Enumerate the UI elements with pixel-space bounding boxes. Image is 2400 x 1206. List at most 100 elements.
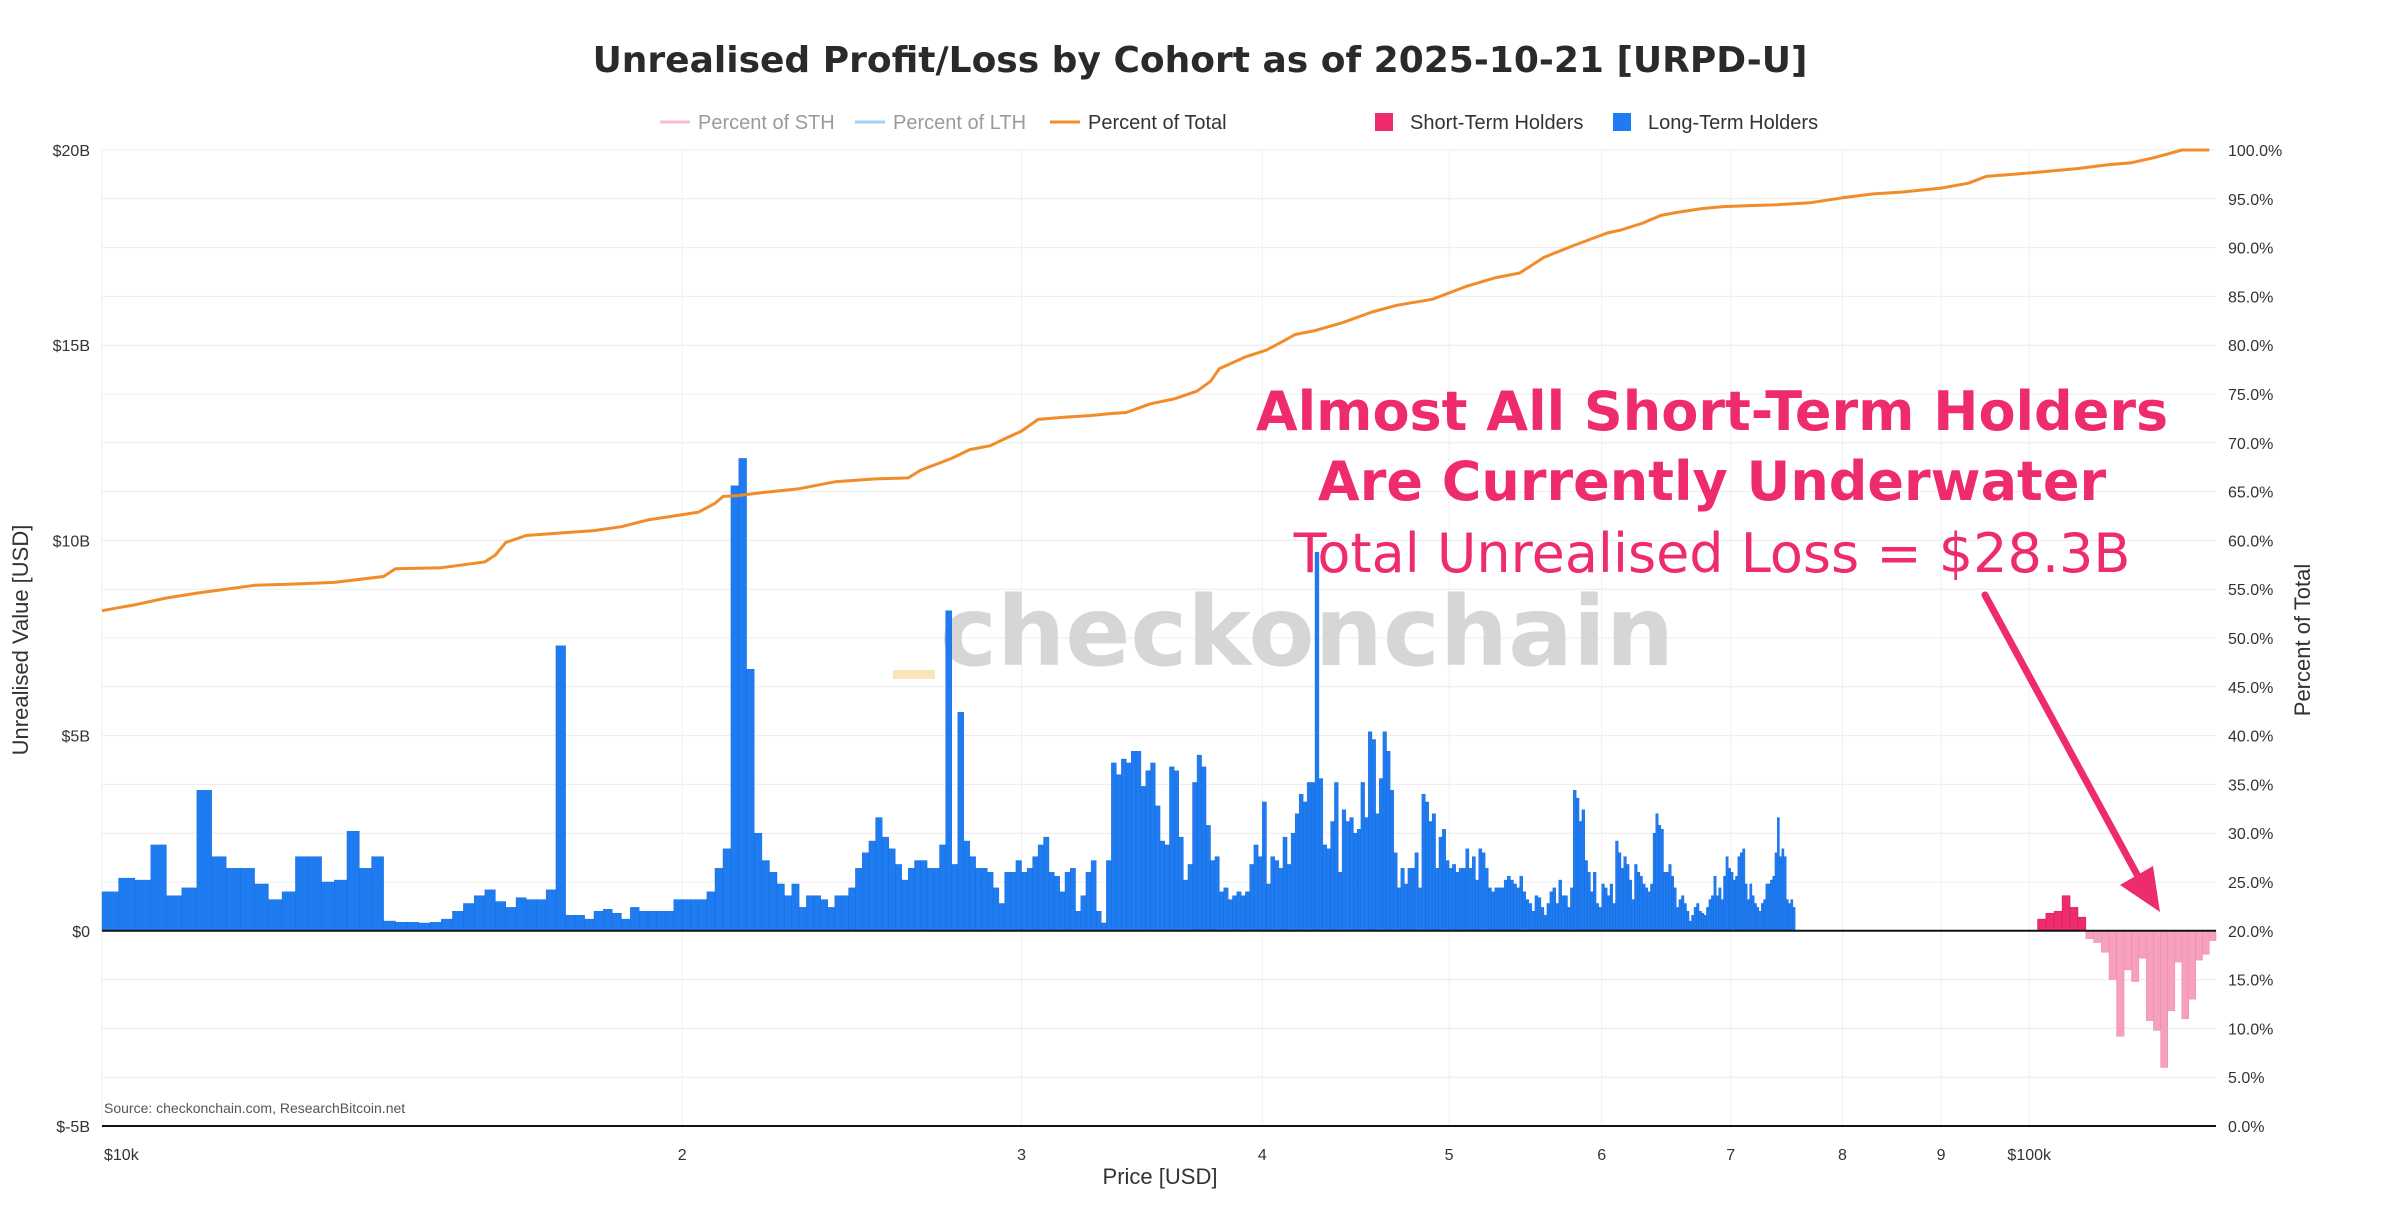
bar-lth: [714, 868, 724, 931]
bar-lth: [295, 856, 309, 932]
bar-lth: [1090, 860, 1097, 932]
bar-lth: [1730, 872, 1734, 931]
bar-lth: [746, 669, 755, 931]
bar-lth: [1500, 887, 1505, 932]
bar-lth: [515, 897, 527, 932]
bar-lth: [754, 833, 763, 932]
bar-lth: [1349, 817, 1354, 931]
bar-lth: [1353, 833, 1358, 932]
bar-lth: [1368, 731, 1373, 931]
bar-lth: [1772, 875, 1776, 931]
bar-lth: [1598, 907, 1602, 931]
bar-lth: [1660, 829, 1664, 932]
bar-sth: [2167, 930, 2176, 1012]
y2-tick-label: 10.0%: [2228, 1021, 2273, 1038]
bar-lth: [1686, 911, 1690, 932]
bar-lth: [981, 868, 988, 931]
bar-lth: [1691, 914, 1695, 932]
bar-lth: [1774, 852, 1778, 931]
bar-lth: [1763, 899, 1767, 931]
bar-lth: [1503, 879, 1508, 931]
bar-lth: [1262, 801, 1267, 932]
bar-lth: [1720, 899, 1724, 931]
bar-lth: [841, 895, 849, 932]
bar-lth: [1326, 848, 1331, 931]
bar-lth: [1601, 883, 1605, 932]
bar-lth: [1116, 774, 1122, 932]
bar-lth: [1683, 903, 1687, 931]
bar-lth: [920, 860, 928, 932]
bar-lth: [1458, 868, 1463, 931]
bar-lth: [1389, 790, 1394, 931]
bar-lth: [1257, 856, 1263, 932]
bar-lth: [1777, 817, 1780, 931]
bar-lth: [211, 856, 227, 932]
bar-lth: [681, 899, 691, 931]
annotation-line-2: Are Currently Underwater: [1318, 450, 2107, 513]
bar-lth: [848, 887, 856, 932]
bar-lth: [1698, 911, 1702, 932]
bar-lth: [1290, 833, 1296, 932]
bar-lth: [1786, 899, 1789, 931]
bar-lth: [706, 891, 716, 932]
x-tick-label: 5: [1445, 1147, 1454, 1164]
y2-tick-label: 30.0%: [2228, 826, 2273, 843]
bar-lth: [1386, 751, 1391, 932]
bar-lth: [1570, 887, 1574, 932]
bar-lth: [1693, 907, 1697, 931]
bar-lth: [1468, 868, 1473, 931]
watermark: checkonchain: [940, 576, 1674, 688]
bar-lth: [630, 907, 640, 931]
bar-lth: [875, 817, 883, 931]
bar-lth: [1623, 856, 1627, 932]
bar-lth: [1478, 848, 1483, 931]
bar-lth: [1375, 813, 1380, 931]
bar-lth: [484, 889, 496, 931]
y2-tick-label: 20.0%: [2228, 924, 2273, 941]
bar-lth: [1552, 887, 1557, 932]
bar-lth: [1590, 891, 1594, 932]
y2-tick-label: 25.0%: [2228, 875, 2273, 892]
bar-lth: [1713, 875, 1717, 931]
bar-lth: [738, 458, 747, 931]
bar-lth: [1711, 895, 1714, 932]
bar-lth: [1595, 903, 1600, 931]
legend-label: Short-Term Holders: [1410, 112, 1583, 134]
bar-sth: [2101, 930, 2110, 953]
x-tick-label: 2: [678, 1147, 687, 1164]
bar-lth: [761, 860, 770, 932]
bar-lth: [769, 872, 778, 931]
bar-lth: [359, 868, 372, 931]
bar-lth: [1587, 872, 1591, 931]
bar-lth: [901, 879, 909, 931]
bar-lth: [1558, 879, 1562, 931]
bar-lth: [1371, 739, 1376, 932]
bar-lth: [1481, 852, 1486, 931]
bar-lth: [565, 914, 576, 932]
bar-lth: [1735, 875, 1739, 931]
bar-lth: [907, 868, 915, 931]
y-axis-title: Unrealised Value [USD]: [8, 525, 33, 756]
bar-lth: [1607, 895, 1611, 932]
bar-lth: [1334, 782, 1339, 932]
legend-swatch: [1375, 113, 1393, 131]
x-tick-label: $100k: [2007, 1147, 2052, 1164]
bar-lth: [1379, 778, 1384, 932]
bar-lth: [1543, 914, 1548, 932]
bar-lth: [1647, 891, 1651, 932]
bar-lth: [1070, 868, 1076, 931]
bar-lth: [1330, 821, 1335, 931]
bar-lth: [1665, 872, 1669, 931]
bar-sth: [2108, 930, 2117, 980]
bar-lth: [1411, 868, 1416, 931]
bar-lth: [1096, 911, 1102, 932]
bar-lth: [1488, 887, 1492, 932]
bar-lth: [1703, 914, 1707, 932]
bar-lth: [730, 485, 739, 931]
bar-lth: [1465, 848, 1470, 931]
legend-label: Long-Term Holders: [1648, 112, 1818, 134]
bar-lth: [1004, 872, 1011, 931]
bar-lth: [895, 864, 902, 932]
bar-lth: [1021, 872, 1028, 931]
bar-lth: [963, 840, 970, 931]
